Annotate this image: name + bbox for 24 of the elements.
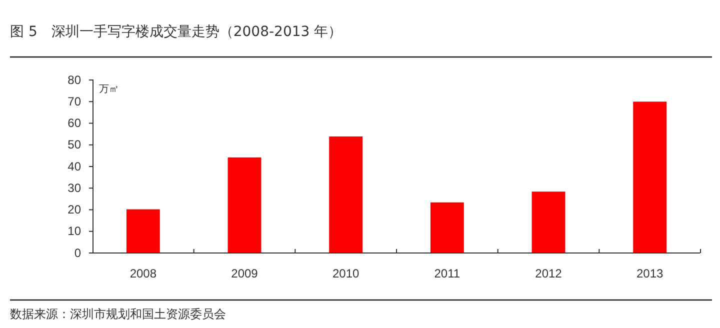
bar [633,102,667,253]
bar [228,157,262,253]
x-tick-label: 2013 [636,266,664,281]
y-tick-label: 60 [68,116,82,130]
y-tick-label: 70 [68,94,82,108]
y-tick-label: 0 [74,246,82,260]
y-tick-label: 50 [68,138,82,152]
x-tick-label: 2011 [434,266,460,281]
source-note: 数据来源：深圳市规划和国土资源委员会 [10,307,226,321]
bar [430,202,464,253]
x-tick-label: 2008 [130,266,157,281]
y-tick-label: 40 [68,159,82,174]
y-tick-label: 20 [68,202,82,217]
y-tick-label: 80 [68,72,82,87]
y-axis-title: 万㎡ [99,84,119,95]
y-tick-label: 10 [68,224,82,238]
x-tick-label: 2009 [231,266,258,281]
y-tick-label: 30 [68,180,82,195]
x-tick-label: 2012 [535,266,562,281]
bar [329,136,363,253]
chart-title: 图 5 深圳一手写字楼成交量走势（2008-2013 年） [10,24,342,40]
bar [532,192,566,253]
bar [126,209,160,253]
x-tick-label: 2010 [332,266,360,281]
